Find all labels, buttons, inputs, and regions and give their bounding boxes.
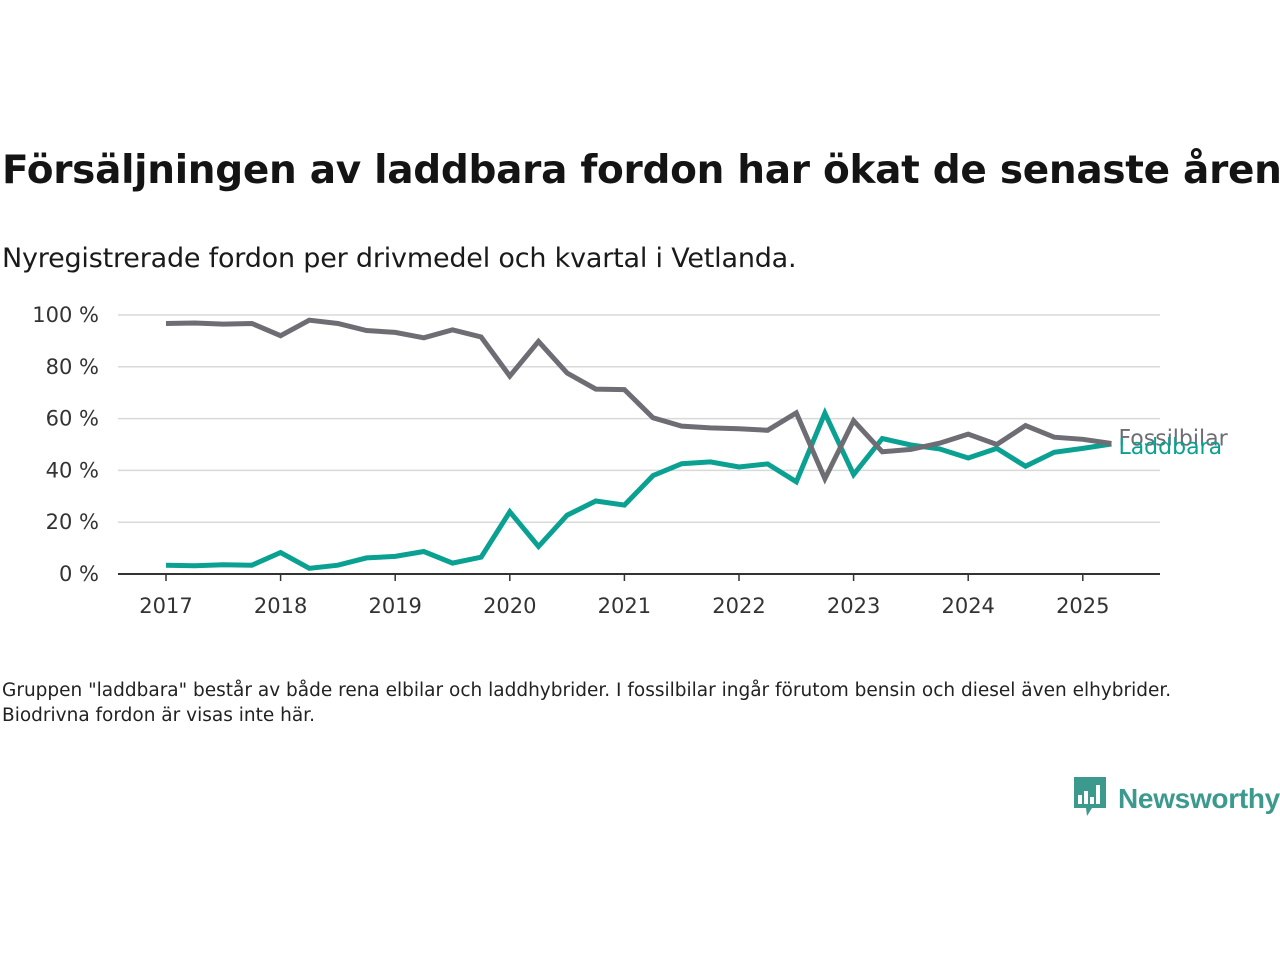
chart-subtitle: Nyregistrerade fordon per drivmedel och … — [2, 243, 797, 274]
x-tick-label: 2018 — [254, 594, 307, 618]
x-tick-label: 2019 — [368, 594, 421, 618]
x-tick-label: 2023 — [827, 594, 880, 618]
y-tick-label: 40 % — [46, 458, 99, 482]
brand-logo[interactable]: Newsworthy — [1072, 776, 1280, 822]
y-axis: 0 % 20 % 40 % 60 % 80 % 100 % — [32, 303, 99, 586]
x-tick-label: 2024 — [941, 594, 994, 618]
series-label-laddbara: Laddbara — [1118, 435, 1222, 460]
series-line-fossilbilar — [165, 317, 1112, 485]
y-tick-label: 60 % — [46, 407, 99, 431]
series-label-fossilbilar: Fossilbilar — [1118, 426, 1228, 451]
x-tick-label: 2017 — [139, 594, 192, 618]
chart-title: Försäljningen av laddbara fordon har öka… — [2, 148, 1280, 193]
brand-name: Newsworthy — [1118, 783, 1280, 814]
y-tick-label: 80 % — [46, 355, 99, 379]
x-tick-label: 2022 — [712, 594, 765, 618]
y-tick-label: 0 % — [59, 562, 99, 586]
gridlines — [118, 314, 1160, 523]
series-line-laddbara — [165, 407, 1112, 571]
series-lines — [165, 317, 1112, 571]
newsworthy-logo-icon — [1072, 776, 1108, 822]
x-tick-label: 2021 — [598, 594, 651, 618]
x-axis: 2017 2018 2019 2020 2021 2022 2023 2024 2025 — [118, 573, 1160, 618]
y-tick-label: 100 % — [32, 303, 99, 327]
line-chart: 0 % 20 % 40 % 60 % 80 % 100 % 2017 2018 2019 202… — [32, 303, 1228, 618]
x-tick-label: 2020 — [483, 594, 536, 618]
x-tick-label: 2025 — [1056, 594, 1109, 618]
y-tick-label: 20 % — [46, 510, 99, 534]
footnote: Gruppen "laddbara" består av både rena e… — [2, 680, 1172, 726]
